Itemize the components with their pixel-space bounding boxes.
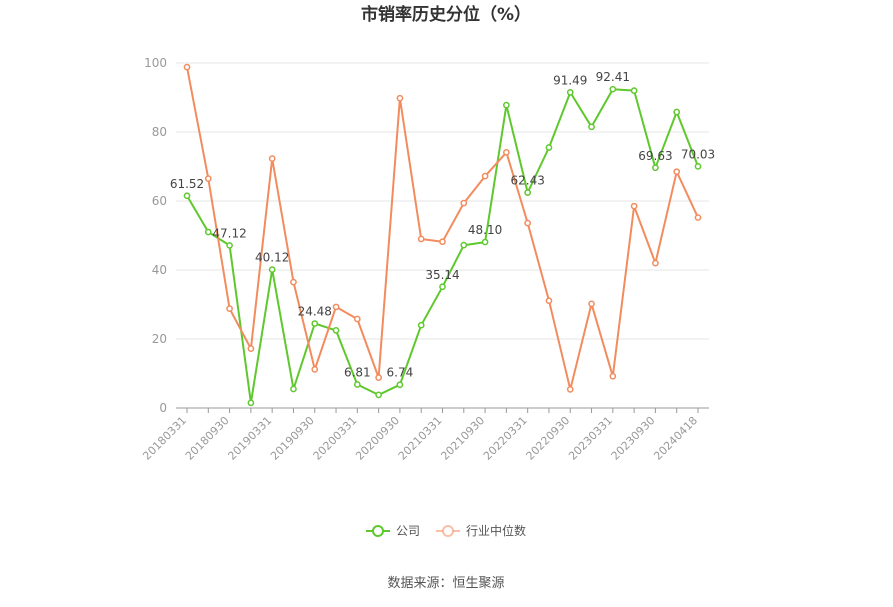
legend-label: 行业中位数 <box>466 523 526 538</box>
x-tick-label: 20190331 <box>225 414 274 463</box>
data-point <box>268 155 276 162</box>
data-point <box>183 63 191 71</box>
data-point <box>396 94 404 102</box>
data-point <box>247 345 255 353</box>
x-tick-label: 20230331 <box>566 414 615 463</box>
data-point <box>183 192 191 200</box>
data-point <box>375 374 382 381</box>
data-point <box>226 305 233 312</box>
data-point <box>417 321 425 329</box>
data-point <box>375 391 382 399</box>
series-line-company <box>186 88 699 404</box>
data-point <box>609 372 617 380</box>
data-label: 35.14 <box>425 268 459 282</box>
x-tick-label: 20240418 <box>651 414 700 463</box>
legend[interactable]: 公司 行业中位数 <box>366 523 526 538</box>
data-point <box>353 381 361 388</box>
y-tick-label: 40 <box>152 263 167 277</box>
data-labels: 61.52 47.12 40.12 24.48 6.81 6.74 35.14 48.10 62… <box>170 70 715 380</box>
data-point <box>609 85 617 93</box>
data-point <box>588 123 595 131</box>
data-point <box>332 327 340 334</box>
data-point <box>566 386 574 393</box>
data-point <box>566 89 574 96</box>
x-tick-label: 20220331 <box>481 414 530 463</box>
data-point <box>226 242 233 249</box>
legend-label: 公司 <box>396 524 420 538</box>
data-point <box>524 219 532 227</box>
data-point <box>630 87 638 94</box>
data-label: 92.41 <box>596 70 630 84</box>
data-point <box>652 164 659 172</box>
y-tick-label: 100 <box>144 56 167 70</box>
data-point <box>673 168 681 176</box>
x-tick-label: 20180930 <box>183 414 232 463</box>
data-point <box>460 199 468 207</box>
x-tick-label: 20210331 <box>396 414 445 463</box>
data-label: 70.03 <box>681 147 715 161</box>
data-point <box>311 320 319 327</box>
x-tick-label: 20230930 <box>609 414 658 463</box>
data-point <box>545 144 553 151</box>
data-point <box>204 228 212 236</box>
data-point <box>290 278 297 286</box>
y-tick-label: 20 <box>152 332 167 346</box>
data-point <box>503 149 510 156</box>
series-line-industry-median <box>186 66 699 391</box>
data-point <box>588 300 595 308</box>
data-label: 91.49 <box>553 73 587 87</box>
data-point <box>247 399 255 407</box>
data-point <box>673 108 681 116</box>
data-source-note: 数据来源：恒生聚源 <box>387 576 504 591</box>
data-point <box>694 163 702 170</box>
data-point <box>481 238 489 246</box>
x-tick-label: 20200930 <box>353 414 402 463</box>
data-point <box>311 366 319 373</box>
x-tick-label: 20200331 <box>311 414 360 463</box>
data-label: 61.52 <box>170 177 204 191</box>
x-tick-label: 20190930 <box>268 414 317 463</box>
x-tick-label: 20180331 <box>140 414 189 463</box>
data-point <box>396 381 404 389</box>
data-point <box>204 175 212 182</box>
data-point <box>652 259 659 267</box>
data-label: 24.48 <box>298 305 332 319</box>
grid <box>176 62 709 340</box>
y-tick-label: 60 <box>152 194 167 208</box>
data-point <box>332 303 340 311</box>
data-point <box>353 315 361 323</box>
y-tick-label: 0 <box>159 401 167 415</box>
data-point <box>439 238 446 246</box>
data-label: 6.74 <box>387 366 414 380</box>
data-point <box>460 241 468 249</box>
x-tick-label: 20210930 <box>438 414 487 463</box>
data-label: 48.10 <box>468 223 502 237</box>
axes: 0 20 40 60 80 100 2018033120180930201903312019… <box>140 56 709 463</box>
chart-title: 市销率历史分位（%） <box>361 4 531 25</box>
legend-circle-marker <box>372 525 384 537</box>
series <box>183 63 702 407</box>
data-point <box>268 266 276 273</box>
legend-item-industry-median[interactable]: 行业中位数 <box>436 523 526 538</box>
data-point <box>481 172 489 180</box>
data-point <box>503 101 510 109</box>
data-label: 47.12 <box>212 226 246 240</box>
legend-item-company[interactable]: 公司 <box>366 524 420 538</box>
data-label: 62.43 <box>510 174 544 188</box>
data-point <box>630 202 638 210</box>
y-tick-label: 80 <box>152 125 167 139</box>
data-point <box>545 297 553 305</box>
data-point <box>694 214 702 221</box>
data-point <box>290 385 297 393</box>
data-point <box>524 189 532 196</box>
data-label: 69.63 <box>638 149 672 163</box>
data-point <box>417 235 425 243</box>
legend-circle-marker <box>442 525 454 537</box>
data-point <box>439 283 446 291</box>
data-label: 6.81 <box>344 366 371 380</box>
data-label: 40.12 <box>255 251 289 265</box>
x-tick-label: 20220930 <box>524 414 573 463</box>
